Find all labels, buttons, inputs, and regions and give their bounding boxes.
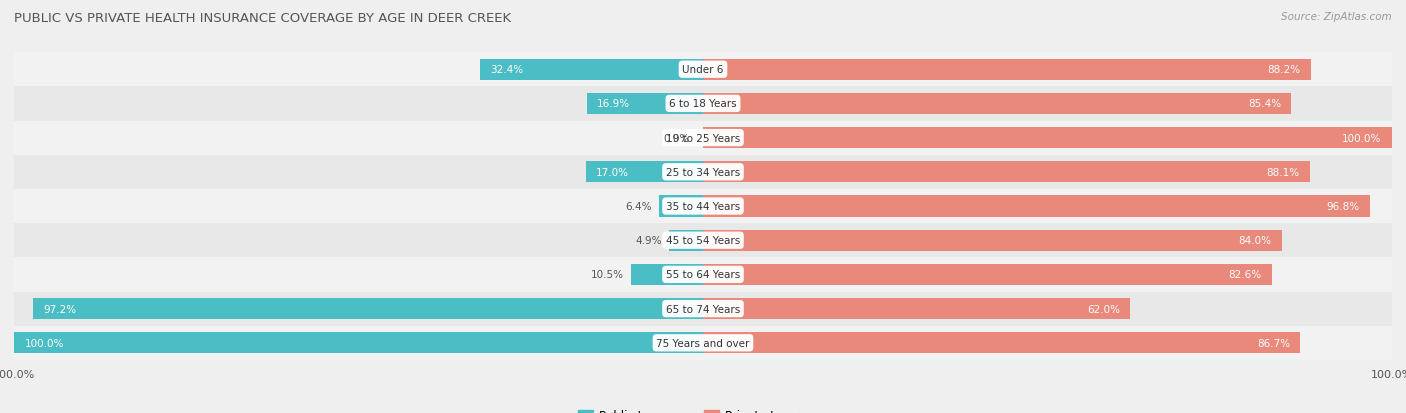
Bar [14, 190, 1392, 223]
Bar [479, 59, 703, 81]
Text: 75 Years and over: 75 Years and over [657, 338, 749, 348]
Text: 19 to 25 Years: 19 to 25 Years [666, 133, 740, 143]
Text: 100.0%: 100.0% [24, 338, 63, 348]
Bar [703, 59, 1310, 81]
Bar [14, 326, 1392, 360]
Text: 84.0%: 84.0% [1239, 236, 1271, 246]
Bar [14, 53, 1392, 87]
Text: 100.0%: 100.0% [1343, 133, 1382, 143]
Bar [703, 298, 1130, 319]
Bar [14, 258, 1392, 292]
Bar [703, 94, 1291, 115]
Text: 88.2%: 88.2% [1267, 65, 1301, 75]
Bar [14, 87, 1392, 121]
Legend: Public Insurance, Private Insurance: Public Insurance, Private Insurance [574, 404, 832, 413]
Bar [14, 155, 1392, 190]
Text: 45 to 54 Years: 45 to 54 Years [666, 236, 740, 246]
Text: 55 to 64 Years: 55 to 64 Years [666, 270, 740, 280]
Text: Under 6: Under 6 [682, 65, 724, 75]
Bar [659, 196, 703, 217]
Bar [14, 121, 1392, 155]
Bar [586, 162, 703, 183]
Text: 96.8%: 96.8% [1326, 202, 1360, 211]
Text: Source: ZipAtlas.com: Source: ZipAtlas.com [1281, 12, 1392, 22]
Text: 88.1%: 88.1% [1267, 167, 1299, 177]
Bar [703, 196, 1369, 217]
Text: 65 to 74 Years: 65 to 74 Years [666, 304, 740, 314]
Text: 10.5%: 10.5% [591, 270, 624, 280]
Bar [14, 223, 1392, 258]
Text: 25 to 34 Years: 25 to 34 Years [666, 167, 740, 177]
Text: 6 to 18 Years: 6 to 18 Years [669, 99, 737, 109]
Text: 32.4%: 32.4% [491, 65, 523, 75]
Bar [703, 162, 1310, 183]
Text: 82.6%: 82.6% [1229, 270, 1261, 280]
Bar [34, 298, 703, 319]
Text: 97.2%: 97.2% [44, 304, 77, 314]
Bar [586, 94, 703, 115]
Bar [14, 292, 1392, 326]
Bar [14, 332, 703, 354]
Bar [631, 264, 703, 285]
Bar [703, 332, 1301, 354]
Text: 17.0%: 17.0% [596, 167, 630, 177]
Text: 62.0%: 62.0% [1087, 304, 1119, 314]
Bar [703, 128, 1392, 149]
Text: 6.4%: 6.4% [626, 202, 652, 211]
Text: 4.9%: 4.9% [636, 236, 662, 246]
Text: 0.0%: 0.0% [664, 133, 689, 143]
Text: 35 to 44 Years: 35 to 44 Years [666, 202, 740, 211]
Bar [703, 264, 1272, 285]
Bar [669, 230, 703, 251]
Text: 86.7%: 86.7% [1257, 338, 1289, 348]
Text: 16.9%: 16.9% [598, 99, 630, 109]
Bar [703, 230, 1282, 251]
Text: 85.4%: 85.4% [1249, 99, 1281, 109]
Text: PUBLIC VS PRIVATE HEALTH INSURANCE COVERAGE BY AGE IN DEER CREEK: PUBLIC VS PRIVATE HEALTH INSURANCE COVER… [14, 12, 512, 25]
